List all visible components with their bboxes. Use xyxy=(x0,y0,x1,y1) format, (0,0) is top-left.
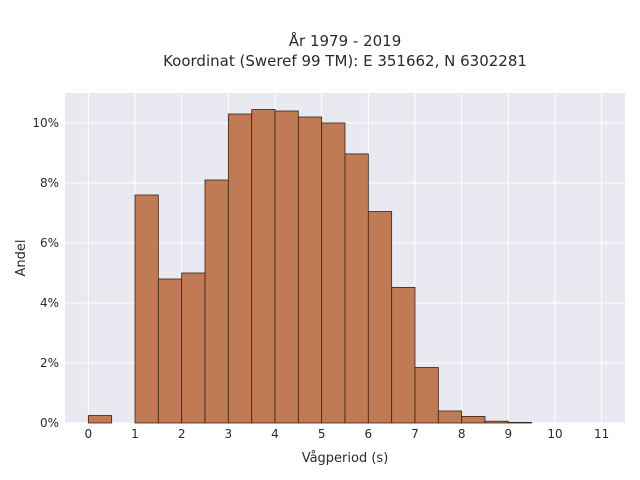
bars xyxy=(87,109,533,424)
x-tick-label: 2 xyxy=(178,427,186,441)
x-tick-label: 5 xyxy=(318,427,326,441)
y-tick-label: 4% xyxy=(40,296,59,310)
histogram-bar xyxy=(367,211,393,424)
x-tick-label: 9 xyxy=(505,427,513,441)
y-tick-label: 8% xyxy=(40,176,59,190)
y-tick-label: 2% xyxy=(40,356,59,370)
x-tick-label: 8 xyxy=(458,427,466,441)
x-tick-label: 0 xyxy=(85,427,93,441)
x-axis-label: Vågperiod (s) xyxy=(302,451,389,466)
histogram-bar xyxy=(134,194,159,424)
x-tick-label: 3 xyxy=(225,427,233,441)
histogram-bar xyxy=(484,420,509,424)
histogram-bar xyxy=(461,415,486,424)
y-tick-label: 6% xyxy=(40,236,59,250)
histogram-bar xyxy=(181,272,206,424)
histogram-bar xyxy=(204,179,229,424)
histogram-bar xyxy=(437,410,463,424)
histogram-bar xyxy=(507,421,533,424)
x-tick-label: 11 xyxy=(594,427,609,441)
chart-title-line-2: Koordinat (Sweref 99 TM): E 351662, N 63… xyxy=(163,52,527,70)
y-axis-ticks: 0% 2% 4% 6% 8% 10% xyxy=(32,116,59,430)
x-tick-label: 4 xyxy=(271,427,279,441)
x-tick-label: 1 xyxy=(131,427,139,441)
x-axis-ticks: 0 1 2 3 4 5 6 7 8 9 10 11 xyxy=(85,427,610,441)
histogram-bar xyxy=(227,113,253,424)
histogram-bar xyxy=(321,122,346,424)
y-axis-label: Andel xyxy=(14,240,29,277)
y-tick-label: 10% xyxy=(32,116,59,130)
histogram-bar xyxy=(87,415,113,424)
chart-title-line-1: År 1979 - 2019 xyxy=(289,31,402,50)
histogram-bar xyxy=(344,153,369,424)
x-tick-label: 6 xyxy=(365,427,373,441)
histogram-bar xyxy=(274,110,299,424)
histogram-bar xyxy=(391,286,416,424)
x-tick-label: 10 xyxy=(547,427,562,441)
histogram-bar xyxy=(414,367,439,424)
y-tick-label: 0% xyxy=(40,416,59,430)
histogram-bar xyxy=(297,116,323,424)
histogram-bar xyxy=(251,109,276,424)
histogram-bar xyxy=(157,278,183,424)
x-tick-label: 7 xyxy=(411,427,419,441)
